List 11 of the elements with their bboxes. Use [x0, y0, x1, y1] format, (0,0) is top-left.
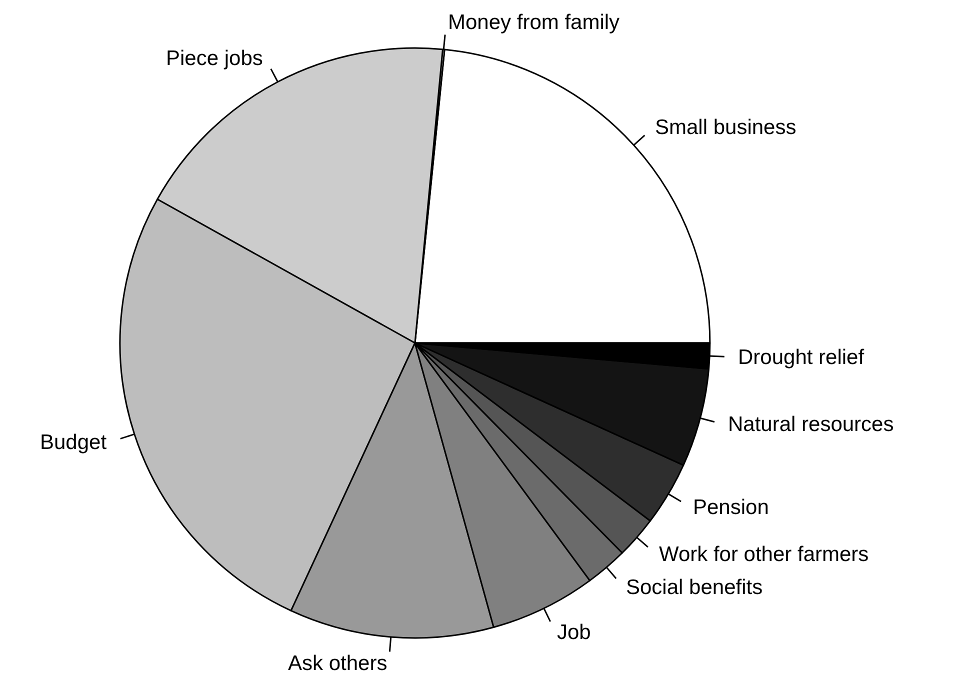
- slice-label: Natural resources: [728, 413, 894, 436]
- slice-label: Social benefits: [626, 576, 763, 599]
- slice-label: Pension: [693, 496, 769, 519]
- slice-label: Money from family: [448, 11, 620, 34]
- slice-label: Drought relief: [738, 346, 864, 369]
- slice-label: Budget: [40, 431, 107, 454]
- slice-label: Piece jobs: [166, 47, 263, 70]
- slice-label: Work for other farmers: [659, 543, 869, 566]
- slice-label: Job: [557, 621, 591, 644]
- slice-label: Small business: [655, 116, 796, 139]
- slice-label: Ask others: [288, 652, 388, 675]
